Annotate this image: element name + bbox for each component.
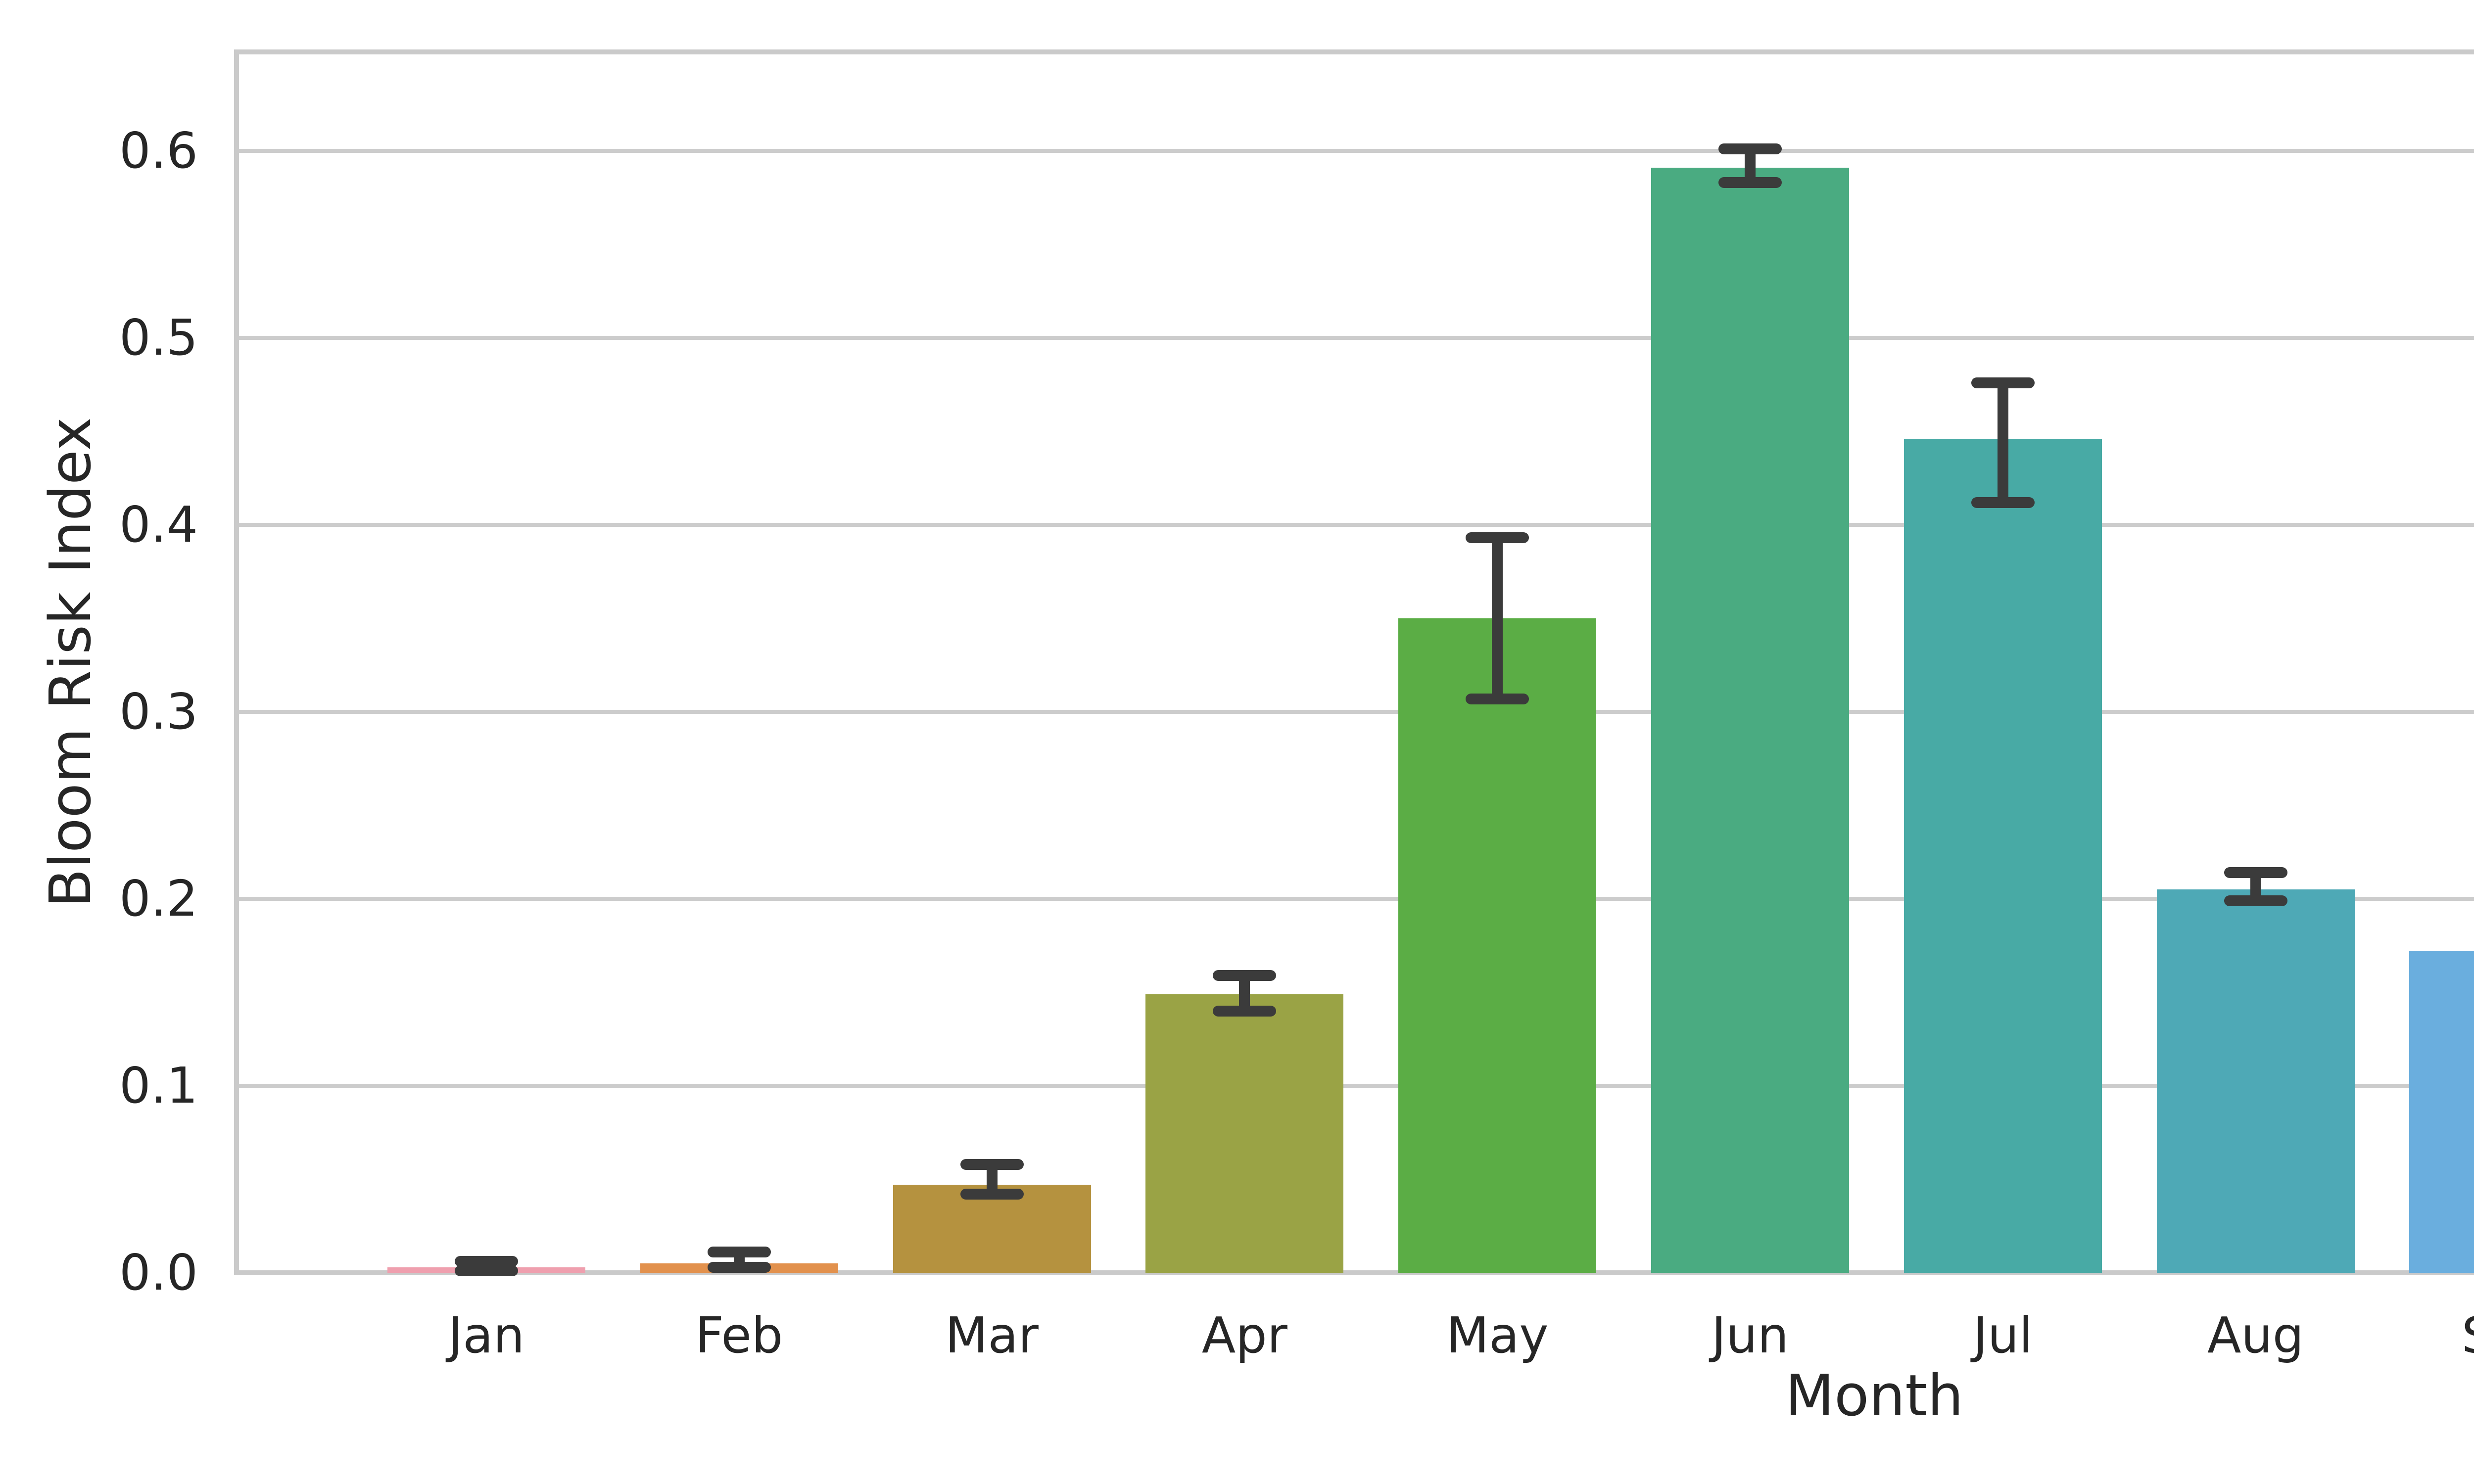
plot-area	[234, 49, 2474, 1275]
error-bar-cap-bottom-May	[1466, 693, 1529, 704]
error-bar-cap-bottom-Jan	[455, 1265, 518, 1277]
error-bar-line-Mar	[986, 1164, 998, 1195]
error-bar-cap-top-Apr	[1213, 970, 1277, 981]
error-bar-cap-bottom-Apr	[1213, 1005, 1277, 1017]
gridline-y-0.3	[239, 710, 2474, 714]
x-tick-label-Jul: Jul	[1973, 1306, 2033, 1364]
x-tick-label-Feb: Feb	[695, 1306, 783, 1364]
gridline-y-0.6	[239, 149, 2474, 153]
y-tick-label: 0.2	[119, 870, 198, 928]
gridline-y-0.5	[239, 336, 2474, 340]
error-bar-cap-top-May	[1466, 532, 1529, 544]
error-bar-cap-top-Jun	[1718, 143, 1782, 155]
error-bar-line-Apr	[1239, 975, 1250, 1011]
gridline-y-0.2	[239, 897, 2474, 901]
x-axis-label: Month	[1785, 1363, 1964, 1429]
y-tick-label: 0.5	[119, 309, 198, 367]
y-tick-label: 0.3	[119, 683, 198, 741]
error-bar-cap-top-Jan	[455, 1256, 518, 1267]
bar-Jun	[1651, 168, 1849, 1273]
bar-Jul	[1903, 439, 2102, 1273]
y-tick-label: 0.4	[119, 496, 198, 554]
y-tick-label: 0.1	[119, 1057, 198, 1114]
error-bar-cap-top-Aug	[2224, 867, 2287, 879]
error-bar-cap-bottom-Jun	[1718, 177, 1782, 188]
error-bar-line-May	[1492, 538, 1503, 699]
x-tick-label-Mar: Mar	[945, 1306, 1039, 1364]
bar-Aug	[2156, 889, 2355, 1273]
gridline-y-0.1	[239, 1084, 2474, 1088]
y-tick-label: 0.6	[119, 122, 198, 180]
x-tick-label-Apr: Apr	[1201, 1306, 1287, 1364]
bar-Sep	[2409, 951, 2474, 1273]
bar-Apr	[1145, 994, 1344, 1273]
x-tick-label-Jan: Jan	[448, 1306, 525, 1364]
error-bar-cap-top-Mar	[960, 1159, 1024, 1170]
error-bar-cap-bottom-Jul	[1971, 497, 2035, 508]
error-bar-cap-bottom-Mar	[960, 1189, 1024, 1200]
y-axis-label: Bloom Risk Index	[38, 417, 104, 908]
error-bar-cap-bottom-Aug	[2224, 895, 2287, 906]
bar-May	[1398, 618, 1597, 1273]
x-tick-label-Aug: Aug	[2207, 1306, 2304, 1364]
y-tick-label: 0.0	[119, 1244, 198, 1301]
x-tick-label-Jun: Jun	[1711, 1306, 1789, 1364]
error-bar-line-Jun	[1745, 149, 1756, 183]
x-tick-label-May: May	[1446, 1306, 1549, 1364]
error-bar-cap-top-Feb	[707, 1247, 771, 1258]
error-bar-cap-top-Jul	[1971, 377, 2035, 388]
error-bar-line-Aug	[2250, 873, 2261, 901]
error-bar-line-Jul	[1997, 382, 2008, 503]
x-tick-label-Sep: Sep	[2379, 1308, 2474, 1363]
gridline-y-0.4	[239, 523, 2474, 527]
error-bar-cap-bottom-Feb	[707, 1261, 771, 1273]
